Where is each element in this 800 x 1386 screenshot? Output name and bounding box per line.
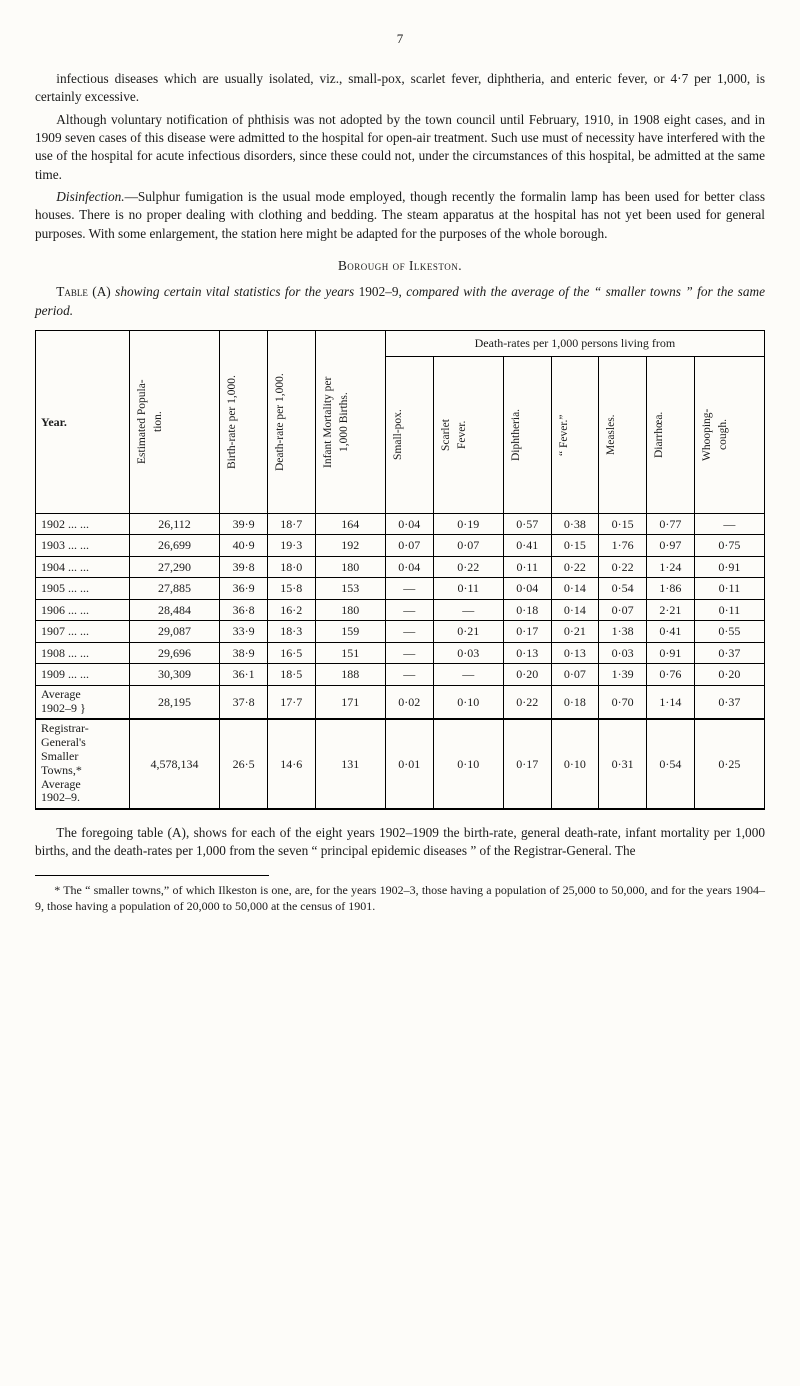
- statistics-table: Year. Estimated Popula- tion. Birth-rate…: [35, 330, 765, 810]
- reg-pop: 4,578,134: [129, 719, 219, 809]
- average-row: Average 1902–9 } 28,195 37·8 17·7 171 0·…: [36, 685, 765, 719]
- col-pop: Estimated Popula- tion.: [129, 331, 219, 514]
- para-2: Although voluntary notification of phthi…: [35, 111, 765, 184]
- avg-pop: 28,195: [129, 685, 219, 719]
- page-number: 7: [35, 30, 765, 48]
- reg-infant: 131: [315, 719, 385, 809]
- table-row: 1906 ... ...28,48436·816·2180——0·180·140…: [36, 599, 765, 621]
- col-infant: Infant Mortality per 1,000 Births.: [315, 331, 385, 514]
- col-death: Death-rate per 1,000.: [267, 331, 315, 514]
- sub-scarlet: Scarlet Fever.: [433, 356, 503, 513]
- table-row: 1902 ... ...26,11239·918·71640·040·190·5…: [36, 513, 765, 535]
- avg-infant: 171: [315, 685, 385, 719]
- sub-measles: Measles.: [599, 356, 647, 513]
- section-heading: Borough of Ilkeston.: [35, 257, 765, 275]
- closing-para: The foregoing table (A), shows for each …: [35, 824, 765, 861]
- reg-death: 14·6: [267, 719, 315, 809]
- para-3: Disinfection.—Sulphur fumigation is the …: [35, 188, 765, 243]
- avg-birth: 37·8: [220, 685, 268, 719]
- avg-label: Average 1902–9 }: [41, 688, 86, 716]
- sub-diph: Diphtheria.: [503, 356, 551, 513]
- table-row: 1903 ... ...26,69940·919·31920·070·070·4…: [36, 535, 765, 557]
- table-row: 1908 ... ...29,69638·916·5151—0·030·130·…: [36, 642, 765, 664]
- reg-birth: 26·5: [220, 719, 268, 809]
- caption-quote: “ smaller towns ”: [594, 284, 693, 299]
- col-birth: Birth-rate per 1,000.: [220, 331, 268, 514]
- reg-label: Registrar- General's Smaller Towns,* Ave…: [41, 722, 89, 805]
- caption-years: 1902–9,: [359, 284, 402, 299]
- footnote-rule: [35, 875, 269, 876]
- sub-whoop: Whooping- cough.: [694, 356, 764, 513]
- registrar-row: Registrar- General's Smaller Towns,* Ave…: [36, 719, 765, 809]
- para-3-lead: Disinfection.: [56, 189, 124, 204]
- table-row: 1907 ... ...29,08733·918·3159—0·210·170·…: [36, 621, 765, 643]
- col-year: Year.: [36, 331, 130, 514]
- table-caption: Table (A) showing certain vital statisti…: [35, 283, 765, 320]
- table-row: 1904 ... ...27,29039·818·01800·040·220·1…: [36, 556, 765, 578]
- group-header: Death-rates per 1,000 persons living fro…: [385, 331, 764, 357]
- avg-death: 17·7: [267, 685, 315, 719]
- table-row: 1909 ... ...30,30936·118·5188——0·200·071…: [36, 664, 765, 686]
- para-3-rest: —Sulphur fumigation is the usual mode em…: [35, 189, 765, 241]
- sub-fever: “ Fever.”: [551, 356, 599, 513]
- table-row: 1905 ... ...27,88536·915·8153—0·110·040·…: [36, 578, 765, 600]
- footnote: * The “ smaller towns,” of which Ilkesto…: [35, 882, 765, 915]
- caption-mid: showing certain vital statistics for the…: [111, 284, 359, 299]
- sub-diar: Diarrhœa.: [646, 356, 694, 513]
- caption-rest1: compared with the average of the: [402, 284, 594, 299]
- para-1: infectious diseases which are usually is…: [35, 70, 765, 107]
- sub-smallpox: Small-pox.: [385, 356, 433, 513]
- caption-lead: Table (A): [56, 284, 110, 299]
